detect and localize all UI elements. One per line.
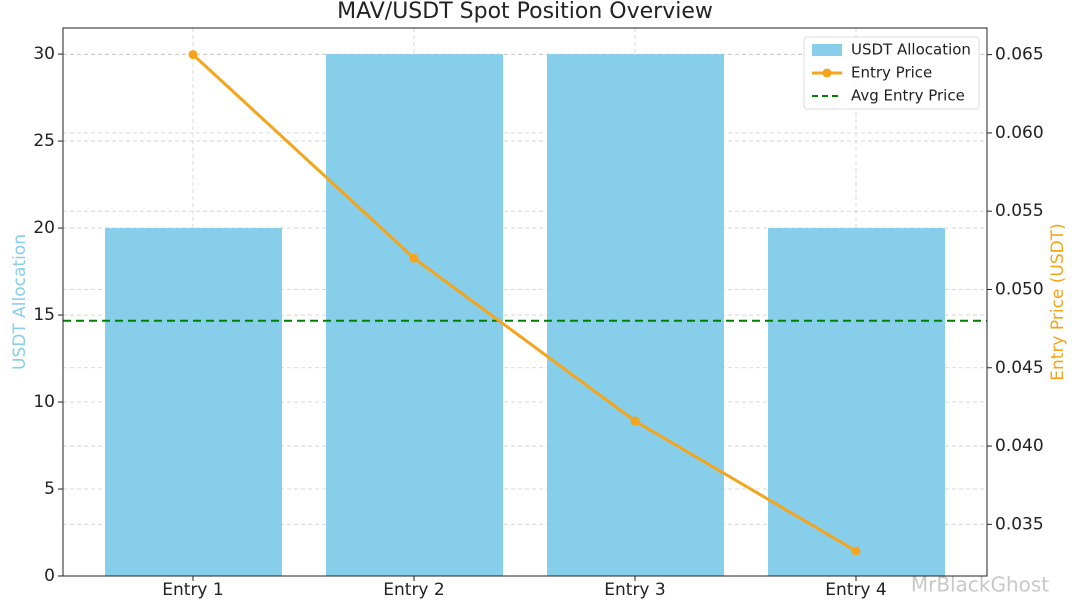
- y-tick-label: 25: [33, 131, 55, 151]
- y2-tick-label: 0.055: [995, 201, 1044, 221]
- point: [630, 416, 640, 426]
- legend-label: Entry Price: [851, 64, 932, 82]
- x-tick-label: Entry 3: [604, 580, 665, 600]
- y2-tick-label: 0.060: [995, 123, 1044, 143]
- y-tick-label: 20: [33, 218, 55, 238]
- x-tick-label: Entry 1: [162, 580, 223, 600]
- bar: [326, 54, 503, 577]
- y-axis-label: USDT Allocation: [10, 234, 30, 370]
- chart-title: MAV/USDT Spot Position Overview: [337, 0, 713, 24]
- bar: [768, 228, 945, 577]
- line: [191, 53, 857, 553]
- y2-tick-label: 0.065: [995, 45, 1044, 65]
- y-tick-label: 10: [33, 392, 55, 412]
- point: [851, 546, 861, 556]
- y2-tick-label: 0.050: [995, 279, 1044, 299]
- x-tick-label: Entry 2: [383, 580, 444, 600]
- y-tick-label: 5: [44, 479, 55, 499]
- point: [409, 253, 419, 263]
- y2-tick-label: 0.040: [995, 436, 1044, 456]
- y-tick-label: 0: [44, 566, 55, 586]
- y2-tick-label: 0.035: [995, 514, 1044, 534]
- legend-box: [803, 36, 980, 110]
- y-tick-label: 30: [33, 44, 55, 64]
- bar: [105, 228, 282, 577]
- legend-label: USDT Allocation: [851, 41, 971, 59]
- y2-tick-label: 0.045: [995, 358, 1044, 378]
- legend-swatch: [812, 44, 842, 56]
- y-tick-label: 15: [33, 305, 55, 325]
- legend-label: Avg Entry Price: [851, 87, 965, 105]
- bar: [547, 54, 724, 577]
- legend-swatch: [822, 68, 832, 78]
- plot-frame: [62, 27, 988, 577]
- legend: USDT Allocation Entry Price Avg Entry Pric…: [803, 36, 980, 110]
- x-tick-label: Entry 4: [825, 580, 886, 600]
- y2-axis-label: Entry Price (USDT): [1048, 223, 1068, 380]
- point: [188, 50, 198, 60]
